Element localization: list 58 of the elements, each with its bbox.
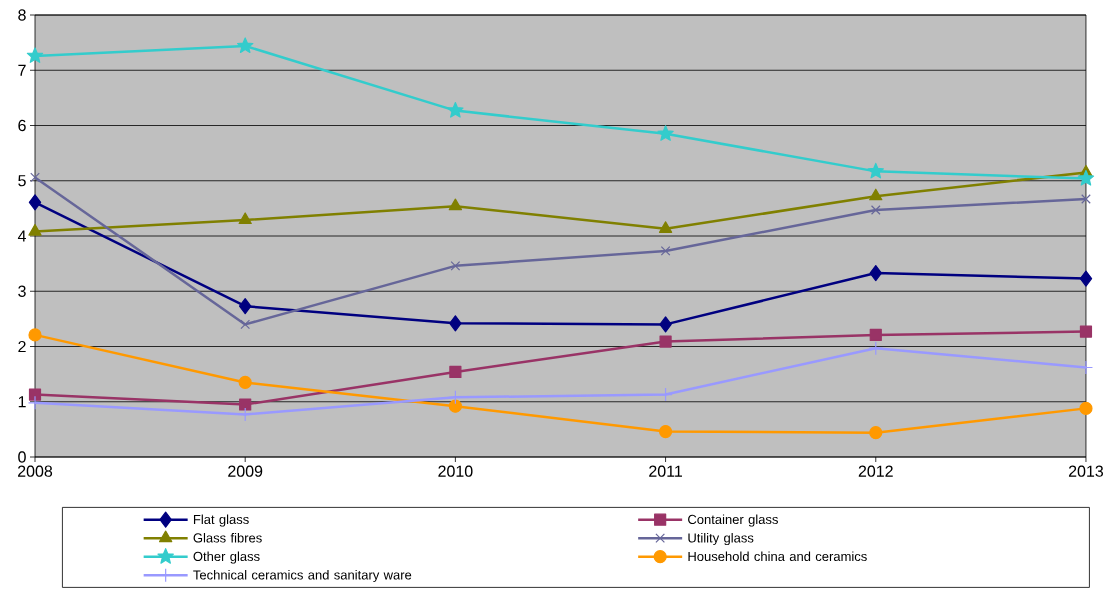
- point: [658, 221, 673, 233]
- point: [1079, 325, 1093, 338]
- y-tick-label: 0: [18, 451, 26, 463]
- point: [239, 398, 252, 411]
- y-tick-label: 8: [18, 9, 26, 21]
- point: [28, 223, 42, 236]
- point: [870, 205, 881, 215]
- point: [448, 198, 463, 211]
- x-tick-label: 2008: [18, 465, 53, 477]
- point: [236, 37, 254, 54]
- point: [28, 388, 42, 401]
- legend-label: Other glass: [193, 551, 260, 564]
- x-tick-label: 2010: [438, 465, 473, 477]
- legend-label: Technical ceramics and sanitary ware: [193, 569, 412, 583]
- point: [30, 172, 40, 183]
- legend-label: Utility glass: [688, 532, 754, 546]
- y-tick-label: 5: [18, 175, 26, 187]
- x-tick-label: 2009: [228, 465, 263, 477]
- point: [1079, 401, 1093, 415]
- point: [657, 125, 674, 141]
- point: [868, 341, 883, 356]
- point: [238, 375, 252, 390]
- legend-label: Glass fibres: [193, 532, 262, 543]
- y-tick-label: 6: [18, 119, 26, 132]
- point: [449, 315, 462, 332]
- point: [448, 399, 462, 413]
- y-tick-label: 1: [18, 396, 26, 408]
- point: [658, 424, 673, 439]
- point: [1081, 194, 1091, 204]
- point: [450, 261, 461, 271]
- point: [867, 162, 884, 179]
- x-tick-label: 2013: [1068, 465, 1104, 477]
- point: [1077, 169, 1095, 186]
- x-tick-label: 2012: [858, 465, 893, 477]
- point: [28, 328, 42, 342]
- y-tick-label: 7: [18, 64, 26, 76]
- point: [28, 194, 42, 211]
- y-tick-label: 3: [18, 285, 26, 297]
- y-tick-label: 4: [17, 230, 26, 242]
- point: [238, 212, 252, 225]
- point: [26, 47, 44, 63]
- point: [869, 264, 882, 282]
- x-tick-label: 2011: [649, 465, 682, 477]
- y-tick-label: 2: [18, 340, 26, 353]
- point: [869, 426, 883, 440]
- point: [449, 365, 462, 379]
- legend-label: Flat glass: [193, 514, 249, 527]
- point: [238, 298, 252, 315]
- legend-label: Container glass: [688, 514, 778, 527]
- point: [660, 246, 671, 256]
- point: [240, 319, 251, 330]
- legend-label: Household china and ceramics: [688, 551, 867, 562]
- point: [659, 335, 672, 348]
- point: [1079, 270, 1093, 287]
- point: [659, 316, 672, 333]
- point: [869, 188, 883, 201]
- point: [447, 101, 464, 118]
- point: [869, 328, 882, 341]
